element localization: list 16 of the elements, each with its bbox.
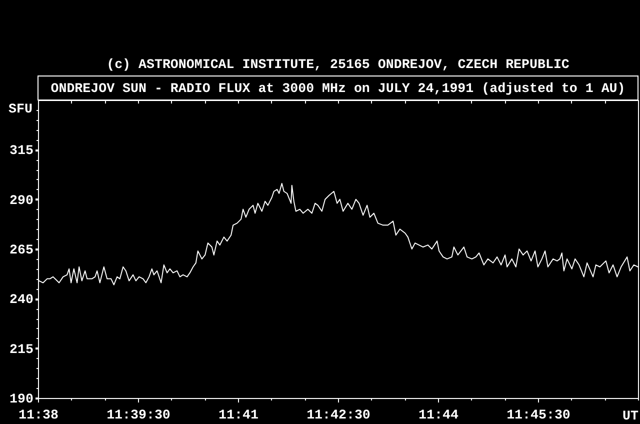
x-tick-label: 11:42:30	[306, 408, 370, 422]
x-tick-label: 11:38	[18, 408, 58, 422]
y-tick-label: 190	[10, 392, 34, 406]
x-tick-label: 11:44	[418, 408, 458, 422]
x-tick-label: 11:41	[218, 408, 258, 422]
y-tick-label: 290	[10, 192, 34, 208]
y-tick-label: 240	[10, 292, 34, 308]
chart-title: ONDREJOV SUN - RADIO FLUX at 3000 MHz on JULY 24,1991 (adjusted to 1 AU)	[50, 81, 626, 96]
y-tick-label: 215	[10, 342, 34, 357]
y-axis-title: SFU	[8, 102, 33, 116]
y-tick-label: 265	[10, 242, 34, 258]
y-tick-label: 315	[10, 143, 34, 158]
text: (c) ASTRONOMICAL INSTITUTE, 25165 ONDREJOV, CZECH REPUBLIC	[106, 57, 570, 72]
x-axis-title: UT	[622, 408, 639, 424]
x-tick-label: 11:45:30	[506, 408, 570, 422]
x-tick-label: 11:39:30	[106, 408, 170, 422]
